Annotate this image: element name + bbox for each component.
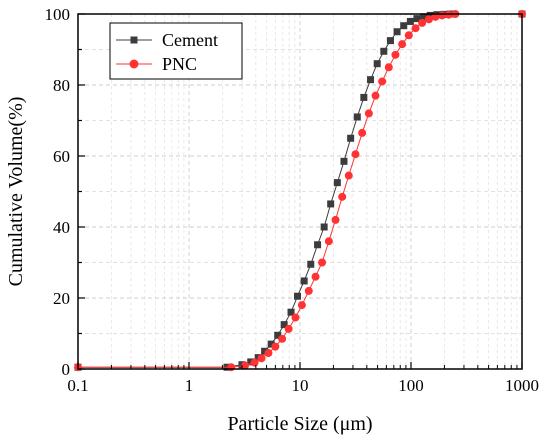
data-point (351, 150, 359, 158)
data-point (365, 109, 373, 117)
data-point (360, 94, 367, 101)
y-tick-label: 40 (53, 218, 70, 237)
data-point (412, 24, 420, 32)
data-point (378, 77, 386, 85)
data-point (354, 113, 361, 120)
y-axis-title: Cumulative Volume(%) (5, 97, 27, 287)
data-point (305, 287, 313, 295)
data-point (271, 343, 279, 351)
legend-marker (131, 37, 138, 44)
data-point (358, 129, 366, 137)
x-tick-label: 100 (398, 376, 424, 395)
x-tick-label: 1000 (505, 376, 539, 395)
legend-label: Cement (162, 30, 218, 50)
data-point (314, 241, 321, 248)
data-point (374, 60, 381, 67)
data-point (258, 354, 266, 362)
data-point (380, 48, 387, 55)
data-point (227, 363, 235, 371)
y-tick-label: 20 (53, 289, 70, 308)
x-axis-title: Particle Size (μm) (227, 413, 372, 435)
data-point (251, 359, 259, 367)
data-point (405, 31, 413, 39)
data-point (338, 193, 346, 201)
data-point (394, 28, 401, 35)
data-point (327, 200, 334, 207)
data-point (385, 63, 393, 71)
data-point (325, 237, 333, 245)
data-point (301, 277, 308, 284)
data-point (400, 22, 407, 29)
data-point (298, 301, 306, 309)
data-point (291, 314, 299, 322)
data-point (340, 158, 347, 165)
data-point (372, 92, 380, 100)
data-point (334, 179, 341, 186)
data-point (294, 293, 301, 300)
y-tick-label: 60 (53, 147, 70, 166)
x-tick-label: 10 (292, 376, 309, 395)
data-point (387, 37, 394, 44)
data-point (264, 349, 272, 357)
y-tick-label: 0 (62, 360, 71, 379)
data-point (418, 19, 426, 27)
y-tick-label: 80 (53, 76, 70, 95)
data-point (391, 51, 399, 59)
x-tick-label: 0.1 (67, 376, 88, 395)
legend-marker (130, 60, 139, 69)
data-point (285, 325, 293, 333)
x-tick-label: 1 (185, 376, 194, 395)
legend: Cement PNC (110, 23, 242, 79)
legend-label: PNC (162, 54, 197, 74)
data-point (278, 335, 286, 343)
data-point (398, 40, 406, 48)
data-point (407, 18, 414, 25)
data-point (321, 224, 328, 231)
data-point (345, 172, 353, 180)
y-tick-label: 100 (45, 5, 71, 24)
data-point (367, 76, 374, 83)
data-point (332, 216, 340, 224)
data-point (318, 259, 326, 267)
data-point (307, 261, 314, 268)
data-point (347, 135, 354, 142)
data-point (312, 273, 320, 281)
